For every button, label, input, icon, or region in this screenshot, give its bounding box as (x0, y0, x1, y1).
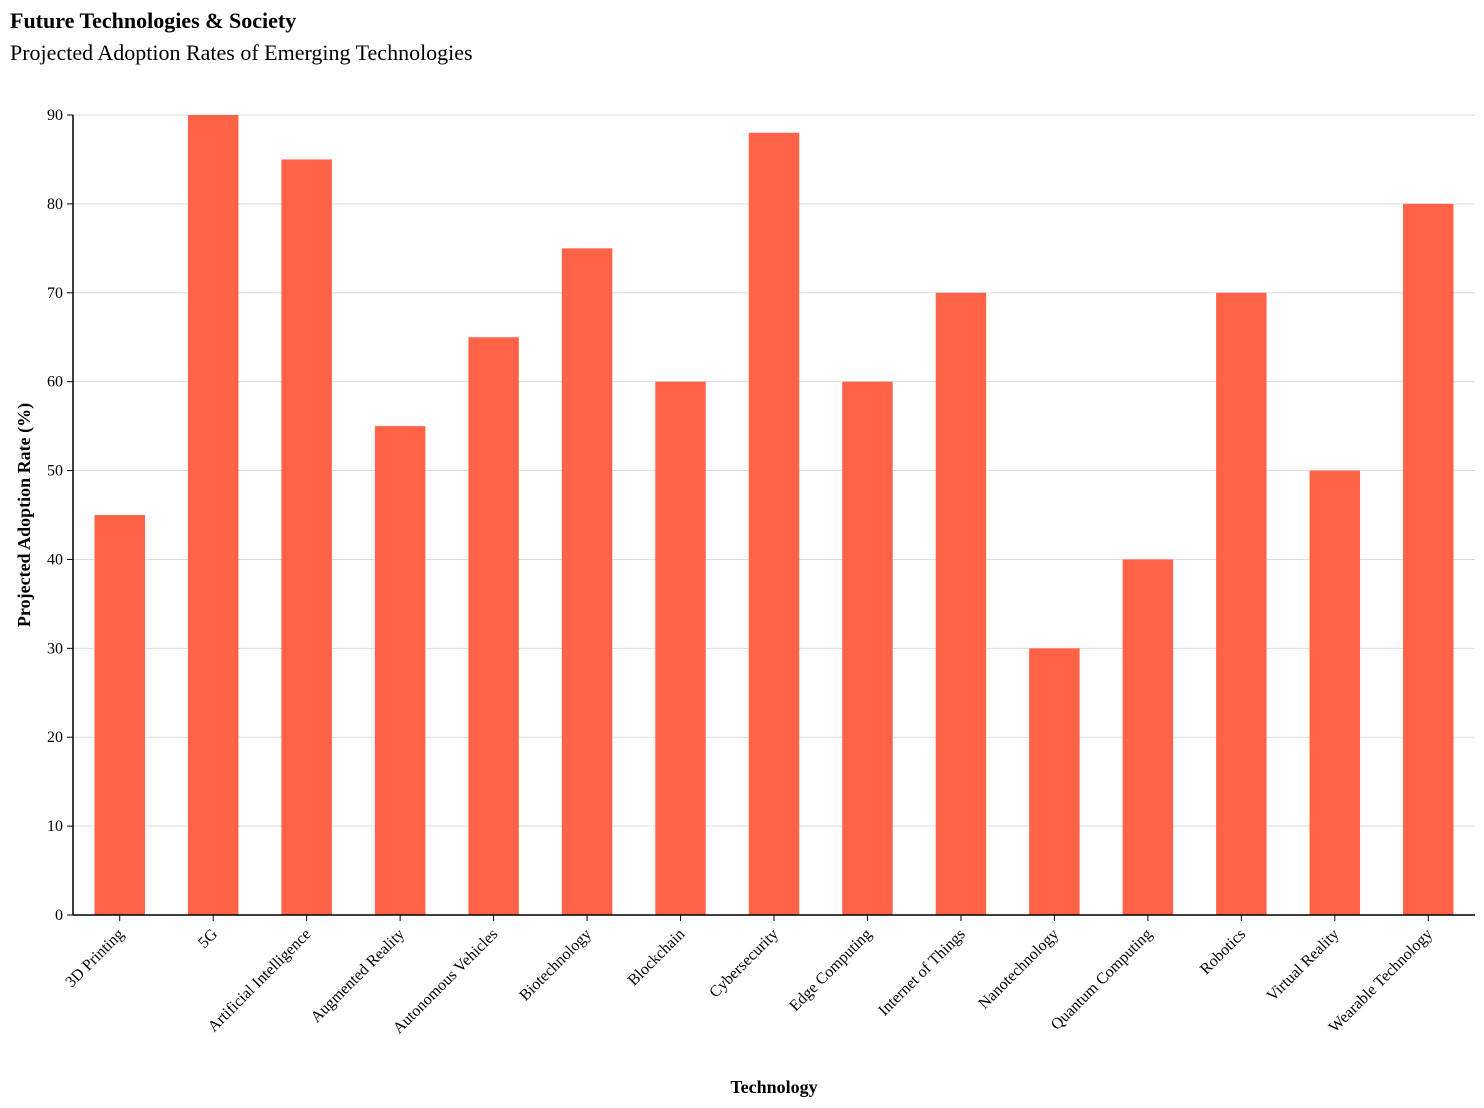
x-tick-label: Blockchain (625, 926, 689, 990)
y-tick-label: 40 (47, 551, 63, 568)
x-tick-label: Cybersecurity (706, 926, 781, 1001)
x-tick-label: Nanotechnology (975, 926, 1062, 1013)
y-axis-title: Projected Adoption Rate (%) (14, 403, 35, 627)
bar-nanotechnology (1029, 648, 1080, 915)
y-tick-label: 0 (55, 907, 63, 924)
bar-augmented-reality (374, 426, 426, 915)
bar-cybersecurity (748, 132, 800, 915)
bar-virtual-reality (1309, 470, 1361, 915)
y-tick-label: 10 (47, 818, 63, 835)
y-tick-label: 30 (47, 640, 63, 657)
bar-quantum-computing (1122, 559, 1174, 915)
y-tick-label: 60 (47, 374, 63, 391)
x-tick-label: 5G (195, 925, 221, 951)
x-tick-label: Wearable Technology (1326, 926, 1436, 1036)
y-tick-label: 20 (47, 729, 63, 746)
bar-internet-of-things (935, 292, 987, 915)
chart-subtitle: Projected Adoption Rates of Emerging Tec… (10, 40, 473, 65)
x-tick-label: Quantum Computing (1048, 926, 1156, 1034)
chart-title: Future Technologies & Society (10, 8, 297, 33)
x-tick-label: Virtual Reality (1264, 926, 1343, 1005)
x-tick-label: Artificial Intelligence (205, 926, 315, 1036)
x-tick-label: Autonomous Vehicles (390, 926, 501, 1037)
bar-robotics (1216, 292, 1267, 915)
bar-edge-computing (842, 381, 893, 916)
y-tick-label: 80 (47, 196, 63, 213)
y-tick-label: 50 (47, 463, 63, 480)
x-tick-label: Robotics (1197, 926, 1249, 978)
y-tick-label: 70 (47, 285, 63, 302)
bar-autonomous-vehicles (468, 337, 519, 915)
bar-wearable-technology (1403, 203, 1454, 915)
x-tick-label: Augmented Reality (308, 926, 408, 1026)
bar-artificial-intelligence (281, 159, 332, 915)
x-axis-title: Technology (730, 1077, 817, 1097)
bar-5g (187, 115, 239, 915)
x-tick-label: Internet of Things (875, 926, 969, 1020)
x-tick-label: Edge Computing (786, 926, 875, 1015)
x-tick-label: Biotechnology (516, 926, 595, 1005)
bar-blockchain (655, 381, 706, 916)
x-tick-label: 3D Printing (62, 926, 127, 991)
bars (94, 115, 1454, 916)
y-tick-label: 90 (47, 107, 63, 124)
bar-3d-printing (94, 515, 145, 915)
bar-biotechnology (561, 248, 613, 916)
